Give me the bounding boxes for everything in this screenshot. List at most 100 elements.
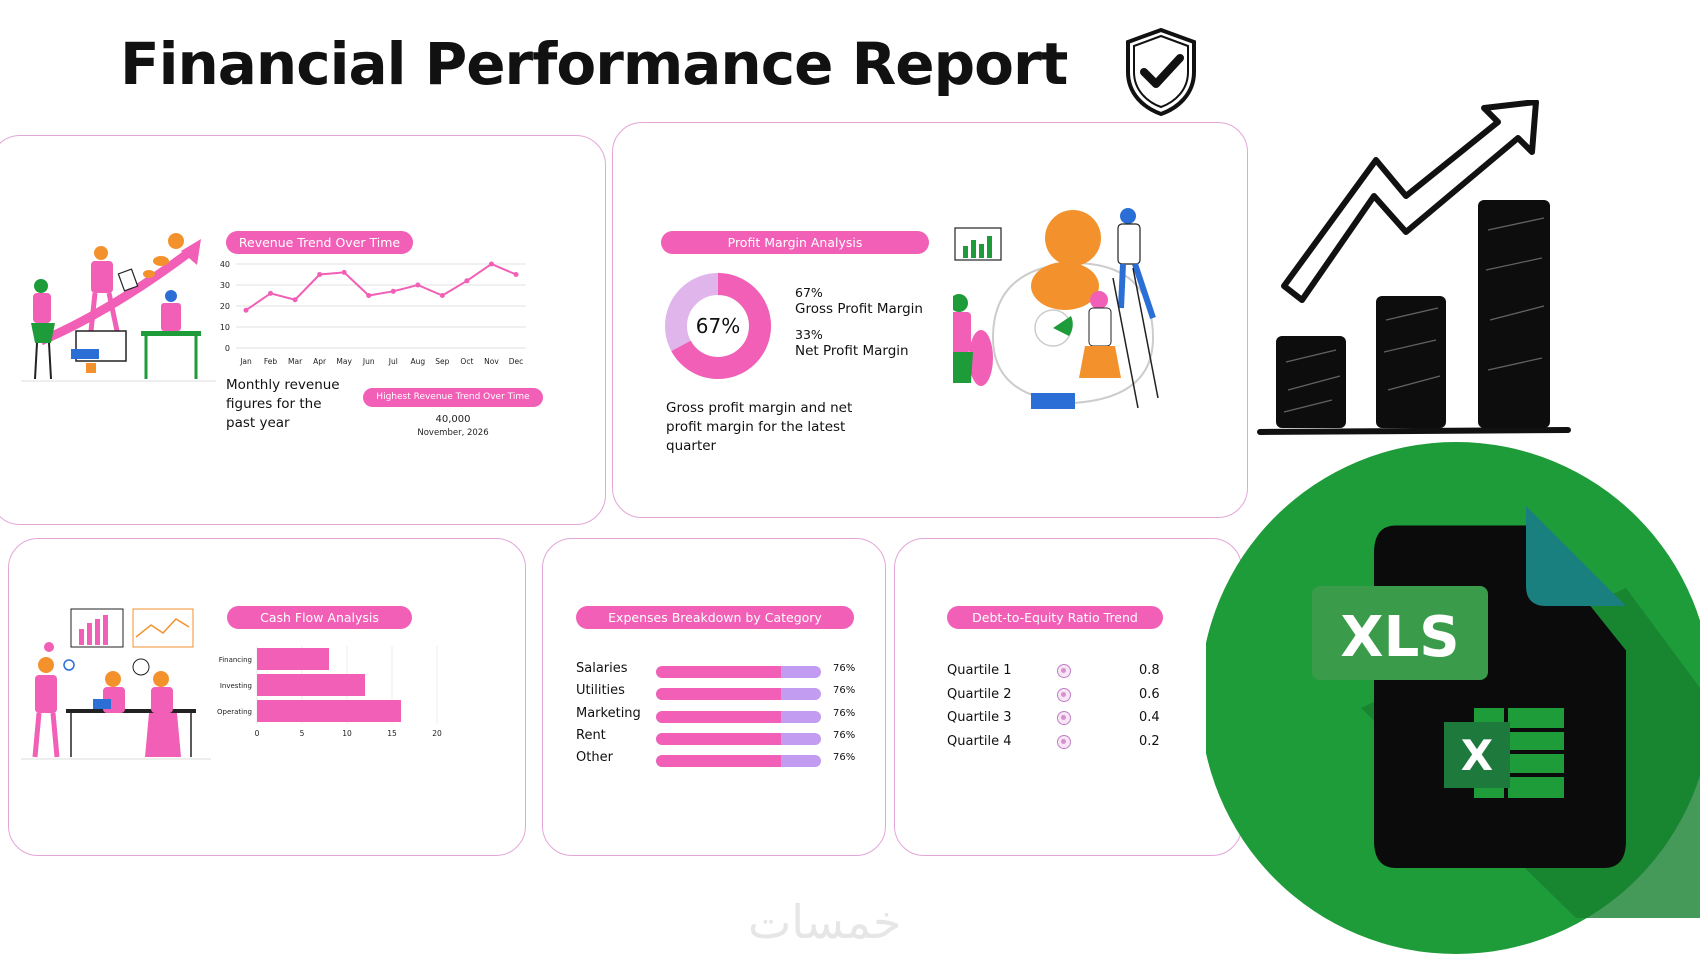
revenue-x-tick: Sep (435, 357, 449, 366)
cashflow-bar (257, 700, 401, 722)
expense-label: Rent (576, 727, 606, 743)
revenue-highlight-date: November, 2026 (417, 428, 489, 438)
revenue-x-tick: Jul (388, 357, 398, 366)
expense-pct: 76% (833, 729, 856, 741)
profit-donut-chart: 67% (665, 273, 771, 379)
debt-bullet-icon (1057, 664, 1071, 678)
revenue-x-tick: Jun (362, 357, 375, 366)
revenue-data-point (243, 307, 249, 313)
profit-pill: Profit Margin Analysis (661, 231, 929, 254)
team-meeting-illustration (21, 608, 211, 760)
debt-list: Quartile 1 0.8 Quartile 2 0.6 Quartile 3 0.4 Q… (947, 663, 1187, 773)
cashflow-card: Cash Flow Analysis 0 5 10 15 20 Financing Inve… (8, 538, 526, 856)
revenue-x-tick: Nov (484, 357, 499, 366)
expenses-pill: Expenses Breakdown by Category (576, 606, 854, 629)
cashflow-category-label: Investing (220, 682, 252, 690)
debt-ratio-value: 0.6 (1139, 686, 1160, 702)
expense-bar-track (656, 755, 821, 768)
expense-row: Other 76% (576, 750, 876, 770)
revenue-x-tick: Apr (313, 357, 327, 366)
cashflow-x-tick: 15 (387, 729, 397, 738)
expense-bar-track (656, 666, 821, 678)
cashflow-bar (257, 648, 329, 670)
revenue-data-point (341, 269, 347, 275)
revenue-highlight-value: 40,000 (435, 414, 471, 425)
revenue-data-point (415, 282, 421, 288)
debt-row: Quartile 3 0.4 (947, 710, 1187, 730)
revenue-highlight-pill: Highest Revenue Trend Over Time (363, 388, 543, 407)
expense-row: Utilities 76% (576, 683, 876, 703)
expense-label: Marketing (576, 705, 641, 721)
cashflow-pill: Cash Flow Analysis (227, 606, 412, 629)
revenue-x-tick: Aug (410, 357, 425, 366)
expense-pct: 76% (833, 707, 856, 719)
piggy-bank-illustration (953, 208, 1159, 409)
donut-center-label: 67% (696, 314, 740, 338)
growth-bar-arrow-icon (1257, 100, 1571, 435)
revenue-x-tick: Mar (288, 357, 303, 366)
debt-ratio-value: 0.4 (1139, 710, 1160, 725)
expense-bar-fill (656, 732, 782, 745)
revenue-y-tick: 10 (220, 323, 230, 332)
expense-bar-fill (656, 710, 782, 723)
expense-bar-fill (656, 666, 782, 678)
revenue-data-point (317, 272, 323, 277)
net-margin-label: Net Profit Margin (795, 343, 909, 359)
debt-quartile-label: Quartile 3 (947, 710, 1012, 725)
revenue-x-tick: Jan (239, 357, 252, 366)
debt-ratio-value: 0.8 (1139, 663, 1160, 678)
cashflow-x-tick: 0 (255, 729, 260, 738)
cashflow-bar (257, 674, 365, 696)
revenue-x-tick: Oct (460, 357, 473, 366)
expenses-card: Expenses Breakdown by Category Salaries 7… (542, 538, 886, 856)
revenue-card: Revenue Trend Over Time 0 10 20 30 40 Jan Feb M… (0, 135, 606, 525)
revenue-description: Monthly revenue figures for the past yea… (226, 377, 340, 431)
revenue-x-tick: Dec (509, 357, 524, 366)
expense-bar-track (656, 732, 821, 745)
expenses-list: Salaries 76% Utilities 76% Marketing 76% Rent 7… (576, 661, 876, 791)
cashflow-category-label: Operating (217, 708, 252, 716)
cashflow-x-tick: 10 (342, 729, 352, 738)
revenue-pill: Revenue Trend Over Time (226, 231, 413, 254)
cashflow-bar-chart: 0 5 10 15 20 Financing Investing Operating (217, 646, 442, 738)
revenue-y-tick: 20 (220, 302, 230, 311)
cashflow-x-tick: 5 (300, 729, 305, 738)
expense-row: Salaries 76% (576, 661, 876, 681)
revenue-growth-illustration (21, 233, 216, 382)
profit-description: Gross profit margin and net profit margi… (666, 400, 853, 454)
expense-bar-track (656, 710, 821, 723)
expense-pct: 76% (833, 752, 856, 764)
debt-bullet-icon (1057, 734, 1071, 749)
expense-bar-fill (656, 688, 782, 701)
cashflow-x-tick: 20 (432, 729, 442, 738)
revenue-y-tick: 40 (220, 260, 230, 269)
gross-margin-pct: 67% (795, 285, 823, 300)
expense-pct: 76% (833, 663, 856, 674)
debt-bullet-icon (1057, 687, 1071, 702)
profit-card: Profit Margin Analysis 67% 67% Gross Pro… (612, 122, 1248, 518)
debt-card: Debt-to-Equity Ratio Trend Quartile 1 0.8… (894, 538, 1242, 856)
debt-quartile-label: Quartile 4 (947, 733, 1012, 749)
revenue-y-tick: 30 (220, 281, 230, 290)
revenue-data-point (464, 278, 470, 284)
excel-x-letter: X (1461, 731, 1493, 780)
revenue-data-point (366, 293, 372, 298)
excel-xls-icon: XLS X (1206, 442, 1700, 954)
expense-label: Utilities (576, 683, 625, 699)
expense-label: Salaries (576, 661, 628, 676)
watermark-text: خمسات (748, 895, 902, 949)
expense-label: Other (576, 750, 613, 766)
page-title: Financial Performance Report (120, 30, 1068, 98)
debt-row: Quartile 1 0.8 (947, 663, 1187, 683)
expense-row: Rent 76% (576, 728, 876, 748)
revenue-data-point (390, 288, 396, 294)
revenue-line-chart: 0 10 20 30 40 Jan Feb Mar Apr May Jun Jul Aug Sep Oct N… (220, 260, 526, 366)
net-margin-pct: 33% (795, 327, 823, 342)
revenue-data-point (513, 272, 519, 277)
expense-row: Marketing 76% (576, 706, 876, 726)
revenue-x-tick: Feb (264, 357, 278, 366)
expense-pct: 76% (833, 685, 856, 697)
debt-row: Quartile 4 0.2 (947, 734, 1187, 754)
revenue-series-line (245, 262, 517, 312)
revenue-data-point (488, 261, 494, 267)
